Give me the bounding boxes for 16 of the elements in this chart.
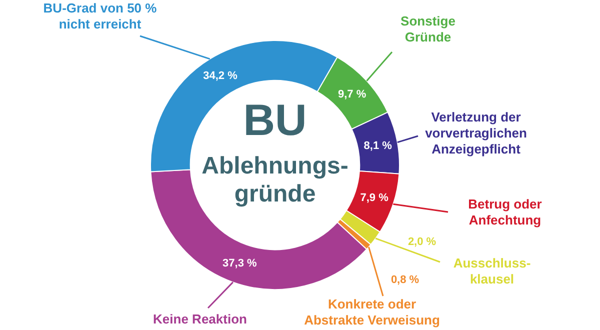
text: BU xyxy=(243,96,307,146)
legend-label: Betrug oder Anfechtung xyxy=(468,196,542,228)
data-label: 8,1 % xyxy=(364,140,392,152)
slice-label: Keine Reaktion xyxy=(153,312,248,327)
slice-label: Verletzung der vorvertraglichen Anzeigepflicht xyxy=(425,110,527,157)
slice-label: Konkrete oder Abstrakte Verweisung xyxy=(304,296,440,328)
slice-label: BU-Grad von 50 % nicht erreicht xyxy=(43,0,158,32)
data-label: 9,7 % xyxy=(338,88,366,100)
slice-label: Sonstige Gründe xyxy=(400,14,456,45)
text: Ablehnungs-gründe xyxy=(202,152,348,208)
data-label: 7,9 % xyxy=(360,192,389,204)
slice-label: Ausschluss-klausel xyxy=(453,256,531,287)
data-label: 0,8 % xyxy=(390,274,420,286)
data-label: 2,0 % xyxy=(408,236,436,248)
data-label: 34,2 % xyxy=(203,70,238,82)
data-label: 37,3 % xyxy=(222,257,258,270)
